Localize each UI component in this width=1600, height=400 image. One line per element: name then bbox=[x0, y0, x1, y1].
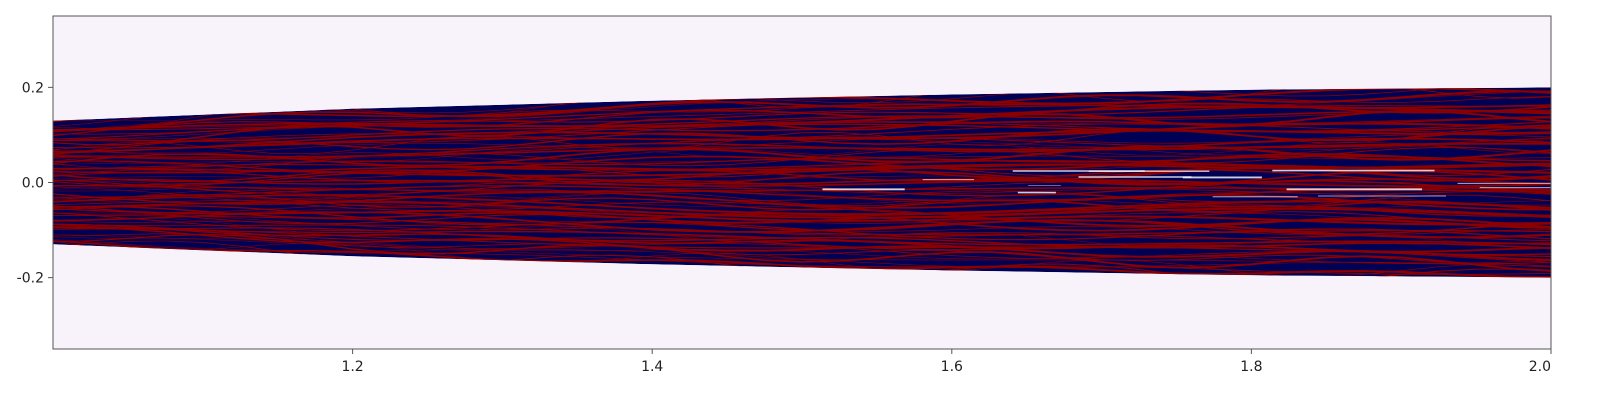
band-stripe-red bbox=[53, 122, 1551, 154]
band-stripe-red bbox=[53, 179, 1551, 187]
band-stripe-red bbox=[53, 155, 1551, 170]
band-stripe-red bbox=[53, 234, 1551, 267]
band-stripe-red bbox=[53, 178, 1551, 185]
band-stripe-red bbox=[53, 208, 1551, 226]
band-stripe-red bbox=[53, 191, 1551, 211]
x-tick-label: 1.4 bbox=[641, 359, 663, 375]
band-stripe-red bbox=[53, 136, 1551, 157]
band-stripe-red bbox=[53, 125, 1551, 155]
band-stripe-red bbox=[53, 205, 1551, 229]
band-stripe-red bbox=[53, 142, 1551, 158]
band-stripe-red bbox=[53, 162, 1551, 174]
band-stripe-red bbox=[53, 185, 1551, 202]
band-stripe-red bbox=[53, 194, 1551, 216]
band-stripe-red bbox=[53, 199, 1551, 217]
x-axis: 1.2 1.4 1.6 1.8 2.0 bbox=[341, 349, 1552, 375]
band-stripe-red bbox=[53, 223, 1551, 253]
heatmap-band bbox=[53, 87, 1551, 278]
x-tick-label: 1.2 bbox=[341, 359, 363, 375]
band-stripe-red bbox=[53, 205, 1551, 235]
band-stripe-red bbox=[53, 129, 1551, 152]
band-stripe-red bbox=[53, 185, 1551, 193]
band-stripe-red bbox=[53, 134, 1551, 156]
band-stripe-red bbox=[53, 145, 1551, 167]
band-stripe-red bbox=[53, 217, 1551, 250]
band-stripe-red bbox=[53, 170, 1551, 187]
band-stripe-red bbox=[53, 223, 1551, 245]
band-stripe-red bbox=[53, 179, 1551, 197]
band-stripe-red bbox=[53, 126, 1551, 155]
band-stripe-red bbox=[53, 196, 1551, 217]
band-stripe-red bbox=[53, 109, 1551, 140]
x-tick-label: 1.6 bbox=[941, 359, 963, 375]
band-stripe-red bbox=[53, 228, 1551, 263]
band-stripe-red bbox=[53, 211, 1551, 239]
band-stripe-red bbox=[53, 169, 1551, 183]
band-stripe-red bbox=[53, 180, 1551, 192]
y-tick-label: 0.0 bbox=[22, 176, 44, 192]
x-tick-label: 2.0 bbox=[1529, 359, 1551, 375]
x-tick-label: 1.8 bbox=[1240, 359, 1262, 375]
y-tick-label: -0.2 bbox=[17, 271, 44, 287]
y-tick-label: 0.2 bbox=[22, 80, 44, 96]
band-stripe-red bbox=[53, 110, 1551, 146]
band-stripe-red bbox=[53, 145, 1551, 165]
band-stripe-red bbox=[53, 106, 1551, 135]
y-axis: 0.2 0.0 -0.2 bbox=[17, 80, 53, 287]
band-stripe-red bbox=[53, 189, 1551, 208]
